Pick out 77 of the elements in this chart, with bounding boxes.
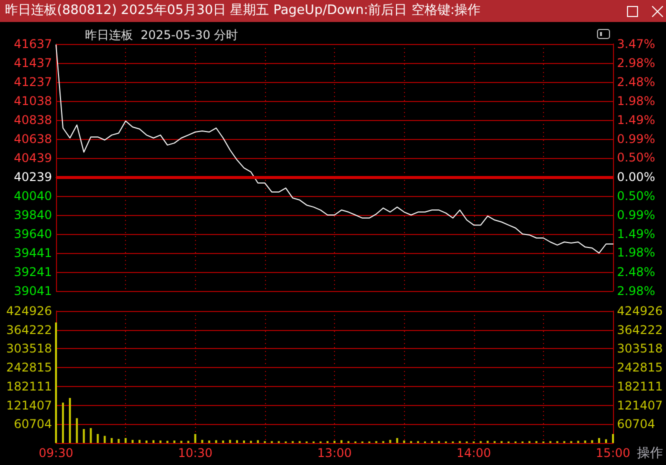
bar [229,440,232,443]
y2-tick-label: 0.50% [617,189,656,204]
y2-tick-label: 2.98% [617,56,656,70]
y2-tick-label: 0.50% [617,150,656,165]
y2-tick-label: 0.00% [617,170,656,184]
y2-tick-label: 242815 [617,360,663,375]
y-tick-label: 39041 [14,284,52,298]
y-tick-label: 40040 [14,188,52,203]
bar [591,440,594,443]
y2-tick-label: 2.98% [617,284,656,298]
bar [605,439,608,443]
bar [76,418,78,443]
bar [340,440,342,443]
bar [215,440,218,443]
bar [236,440,238,443]
y-tick-label: 41038 [14,94,52,108]
y-tick-label: 41237 [14,75,52,90]
bar [118,438,120,443]
y2-tick-label: 1.49% [617,112,656,127]
y-tick-label: 424926 [6,304,52,318]
y-tick-label: 364222 [6,322,52,337]
y-tick-label: 40239 [14,170,52,184]
bar [389,440,392,443]
y2-tick-label: 121407 [617,398,663,412]
y-tick-label: 242815 [6,360,52,375]
x-tick-label: 13:00 [317,446,352,460]
x-tick-label: 10:30 [178,446,213,460]
bar [82,429,85,443]
chart-subtitle: 昨日连板 2025-05-30 分时 [85,28,238,42]
bar [132,440,134,443]
text: 操作 [637,445,663,462]
y-tick-label: 40838 [14,113,52,128]
bar [110,438,113,443]
y-tick-label: 121407 [6,398,52,412]
bar [55,322,57,443]
y2-tick-label: 1.98% [617,94,656,108]
y2-tick-label: 364222 [617,322,663,337]
bar [256,440,259,443]
y2-tick-label: 1.49% [617,226,656,241]
y-tick-label: 40638 [14,132,52,146]
y-tick-label: 40439 [14,150,52,165]
bar [96,434,99,443]
y-tick-label: 41437 [14,56,52,70]
y2-tick-label: 3.47% [617,37,656,51]
bar [90,428,92,443]
y2-tick-label: 2.48% [617,74,656,89]
bar [201,440,204,443]
y2-tick-label: 0.99% [617,208,656,222]
y-tick-label: 39840 [14,208,52,222]
x-tick-label: 15:00 [596,446,630,460]
y-tick-label: 39640 [14,227,52,242]
y-tick-label: 303518 [6,342,52,356]
bar [138,440,141,443]
y2-tick-label: 0.99% [617,132,656,146]
y-tick-label: 60704 [14,417,52,432]
bar [612,434,614,443]
bar [152,440,154,443]
x-tick-label: 14:00 [456,446,492,460]
y-tick-label: 39241 [14,264,52,279]
y2-tick-label: 303518 [617,342,663,356]
y-tick-label: 182111 [6,379,52,394]
x-tick-label: 09:30 [38,446,74,460]
y-tick-label: 41637 [14,37,52,51]
y-tick-label: 39441 [14,246,52,260]
y2-tick-label: 2.48% [617,264,656,279]
y2-tick-label: 182111 [617,379,663,394]
bar [124,438,127,443]
y2-tick-label: 424926 [617,304,663,318]
y2-tick-label: 1.98% [617,246,656,260]
bar [396,438,398,443]
bar [104,436,106,443]
bar [194,434,196,443]
chart-title: 昨日连板(880812) 2025年05月30日 星期五 PageUp/Down:前后日 空格键:操作 [5,3,481,18]
bar [62,402,64,443]
y2-tick-label: 60704 [617,417,656,432]
bar [68,398,71,443]
bar [598,438,600,443]
